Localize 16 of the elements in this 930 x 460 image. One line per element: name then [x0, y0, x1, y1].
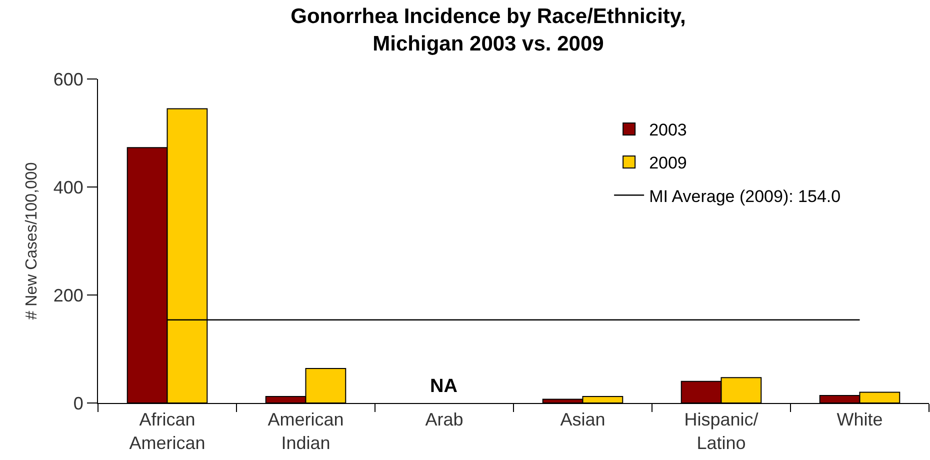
- y-tick-label: 400: [53, 177, 84, 198]
- x-tick-label: Asian: [560, 410, 606, 430]
- y-axis-title: # New Cases/100,000: [23, 162, 40, 320]
- x-tick-label: Hispanic/Latino: [684, 410, 758, 453]
- x-tick-label: Arab: [425, 410, 464, 430]
- y-tick-label: 600: [53, 69, 84, 90]
- legend-label: 2009: [649, 154, 687, 173]
- x-tick-label: American Indian: [268, 410, 344, 453]
- y-tick-label: 0: [73, 393, 84, 414]
- annotation: NA: [430, 376, 458, 397]
- x-tick-label: African American: [129, 410, 206, 453]
- x-tick-label: White: [836, 410, 883, 430]
- legend-label: MI Average (2009): 154.0: [649, 186, 841, 206]
- chart-title: Gonorrhea Incidence by Race/Ethnicity, Michigan 2003 vs. 2009: [290, 5, 686, 56]
- y-tick-label: 200: [53, 285, 84, 306]
- legend-label: 2003: [649, 120, 687, 140]
